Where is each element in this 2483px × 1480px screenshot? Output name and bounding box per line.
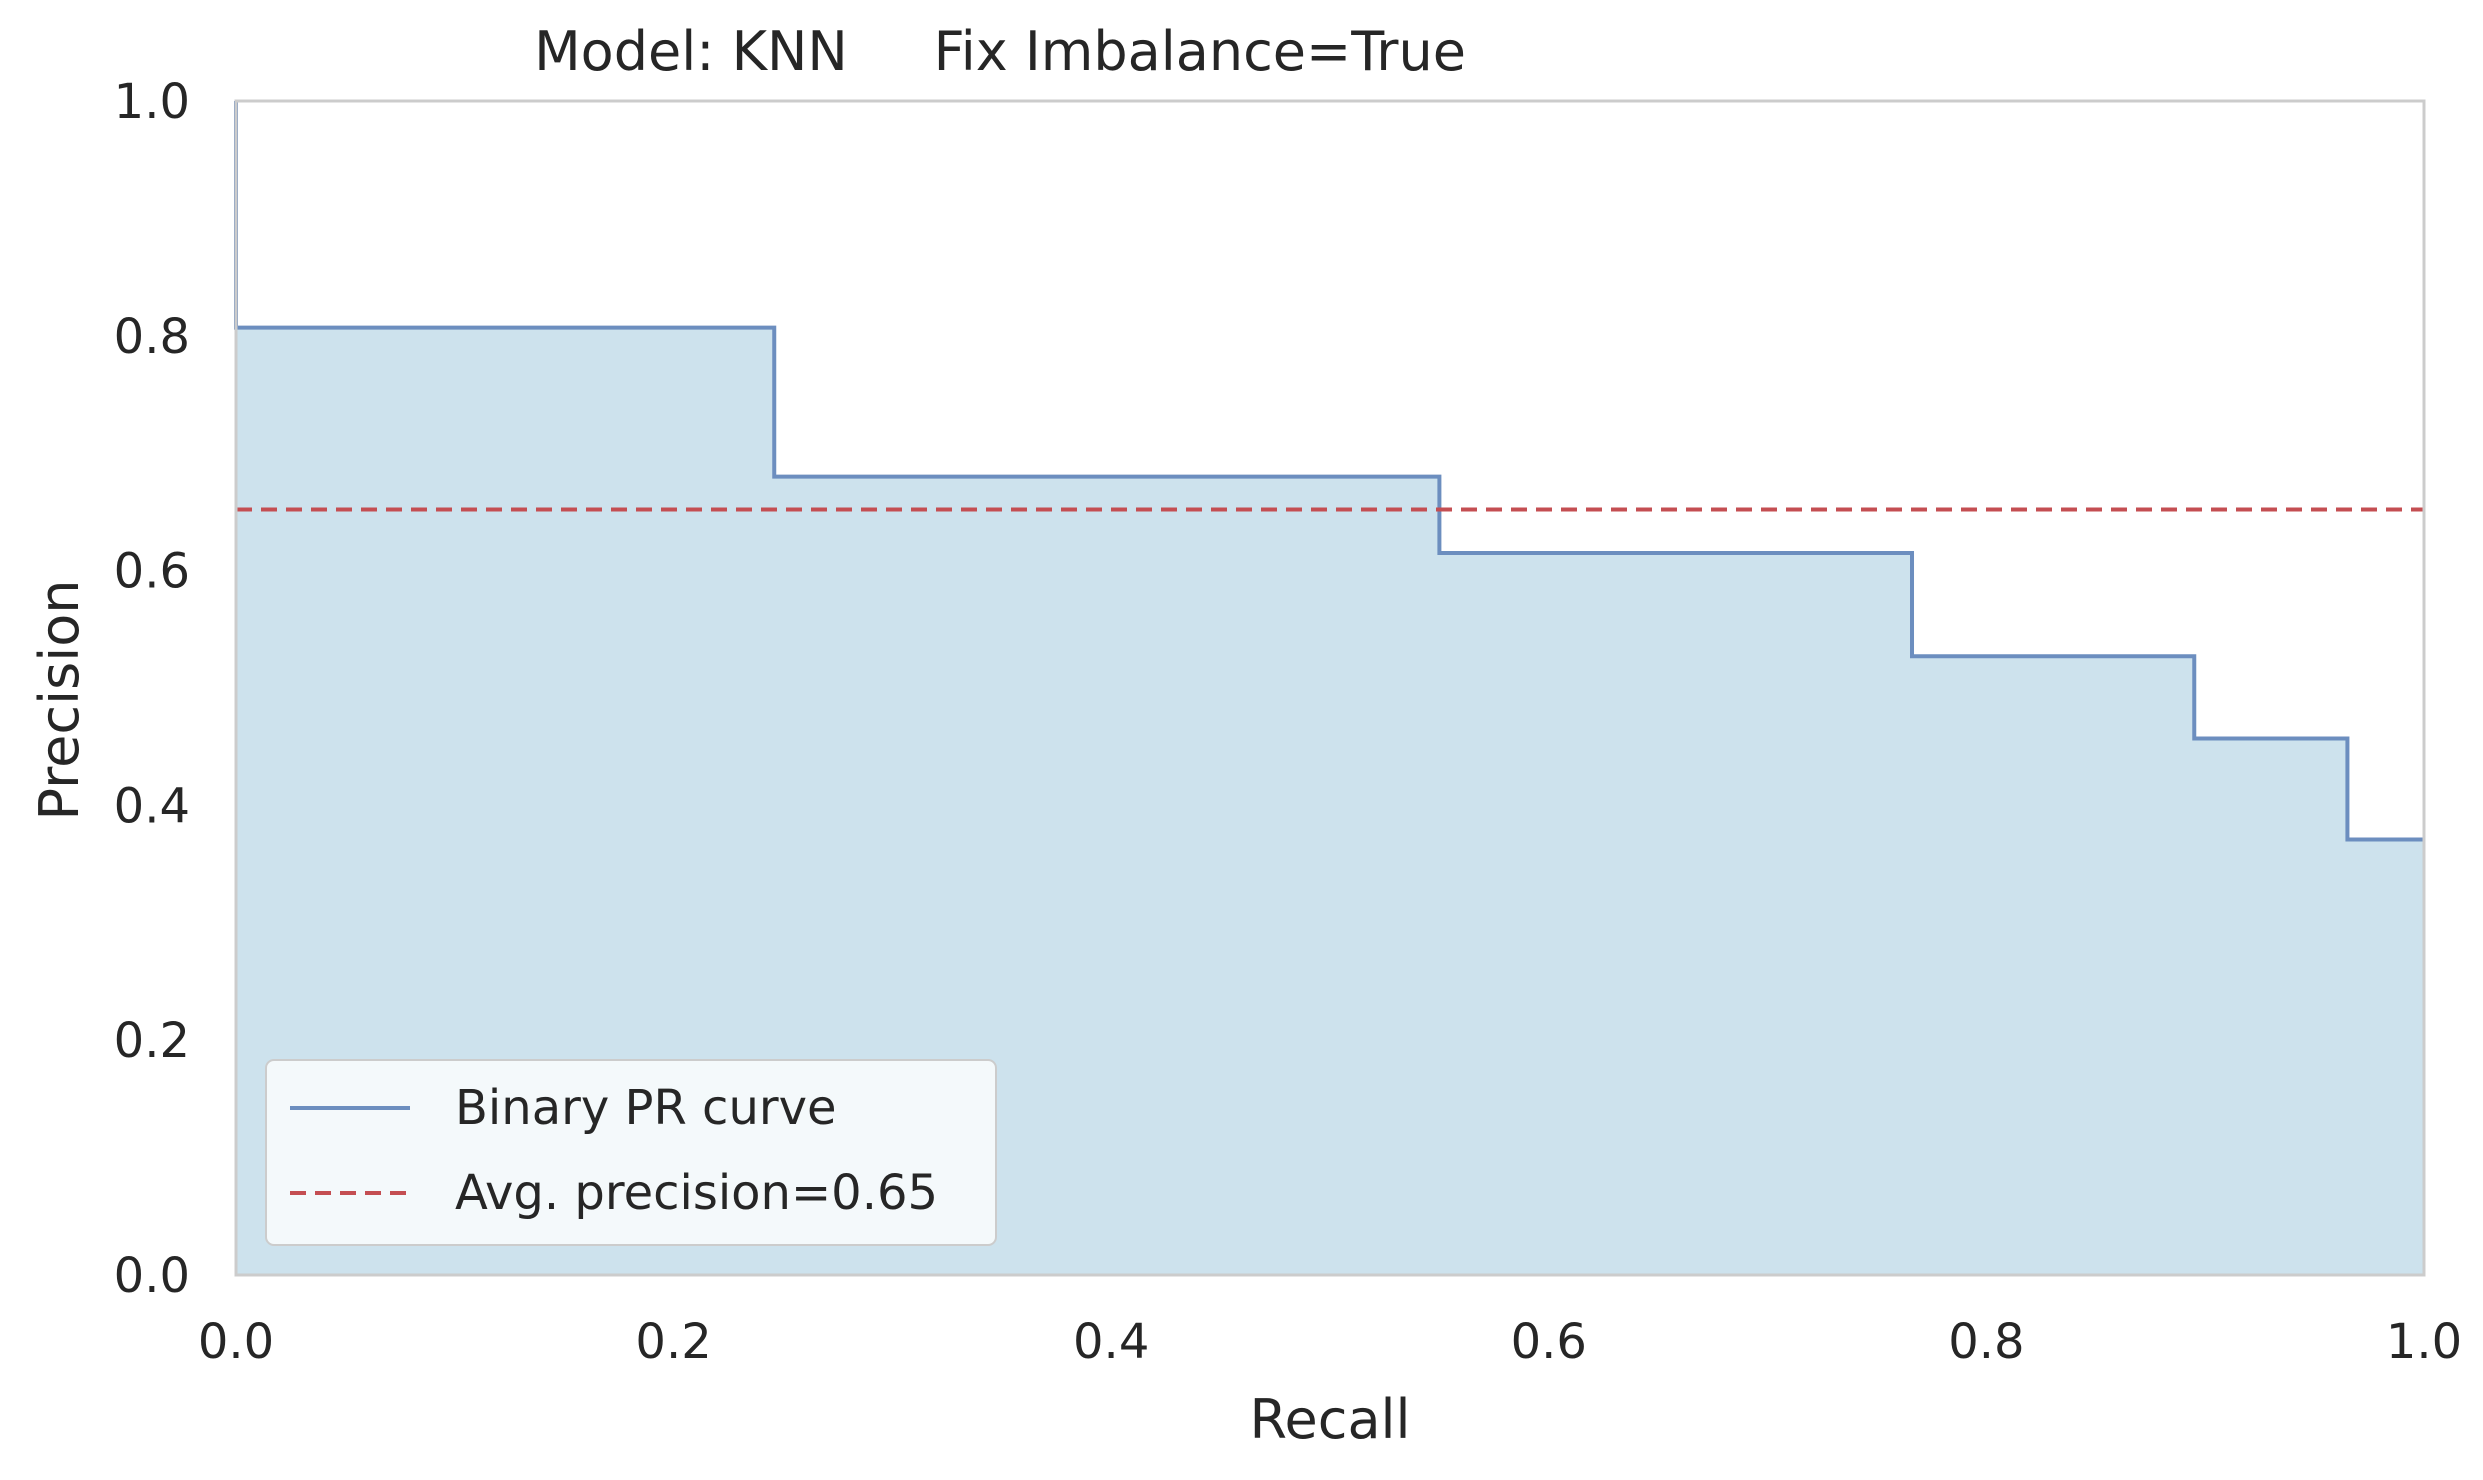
- pr-curve-line: [234, 101, 2424, 842]
- x-tick-label: 0.8: [1948, 1314, 2024, 1370]
- y-tick-label: 0.0: [114, 1248, 190, 1304]
- y-tick-label: 1.0: [114, 74, 190, 130]
- plot-area: [234, 99, 2426, 1277]
- y-axis-ticks: 0.0 0.2 0.4 0.6 0.8 1.0: [114, 74, 190, 1304]
- y-tick-label: 0.4: [114, 778, 190, 834]
- legend-label-pr-curve: Binary PR curve: [455, 1080, 837, 1136]
- pr-curve-fill: [236, 101, 2424, 1275]
- y-axis-label: Precision: [28, 580, 91, 821]
- y-tick-label: 0.6: [114, 544, 190, 600]
- x-tick-label: 0.4: [1073, 1314, 1149, 1370]
- chart-title: Model: KNN Fix Imbalance=True: [534, 20, 1466, 83]
- x-tick-label: 0.2: [635, 1314, 711, 1370]
- legend-box: [265, 1059, 997, 1246]
- legend: Binary PR curve Avg. precision=0.65: [265, 1059, 997, 1246]
- y-tick-label: 0.2: [114, 1013, 190, 1069]
- x-tick-label: 0.0: [198, 1314, 274, 1370]
- x-axis-label: Recall: [1249, 1388, 1410, 1451]
- legend-label-avg-precision: Avg. precision=0.65: [455, 1165, 938, 1221]
- y-tick-label: 0.8: [114, 309, 190, 365]
- x-tick-label: 0.6: [1511, 1314, 1587, 1370]
- x-axis-ticks: 0.0 0.2 0.4 0.6 0.8 1.0: [198, 1314, 2462, 1370]
- x-tick-label: 1.0: [2386, 1314, 2462, 1370]
- plot-frame: [234, 99, 2426, 1277]
